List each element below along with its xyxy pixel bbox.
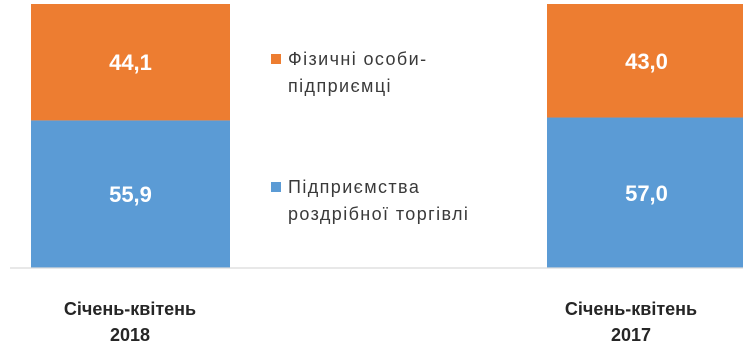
category-label-2017: Січень-квітень 2017 [564,299,698,345]
data-label-entrepreneurs-2017: 43,0 [625,49,668,74]
bar-entrepreneurs-2017 [547,4,743,118]
bar-retail-2018 [31,120,230,268]
legend-label-entrepreneurs: Фізичні особи- підприємці [288,49,428,96]
data-label-retail-2017: 57,0 [625,181,668,206]
bars-group: 55,9 44,1 57,0 43,0 [31,4,743,269]
bar-entrepreneurs-2018 [31,4,230,121]
legend-label-retail: Підприємства роздрібної торгівлі [288,177,470,224]
legend-swatch-entrepreneurs [271,54,281,64]
category-label-2018: Січень-квітень 2018 [63,299,197,345]
bar-retail-2017 [547,117,743,269]
data-label-entrepreneurs-2018: 44,1 [109,50,152,75]
legend-swatch-retail [271,182,281,192]
data-label-retail-2018: 55,9 [109,182,152,207]
